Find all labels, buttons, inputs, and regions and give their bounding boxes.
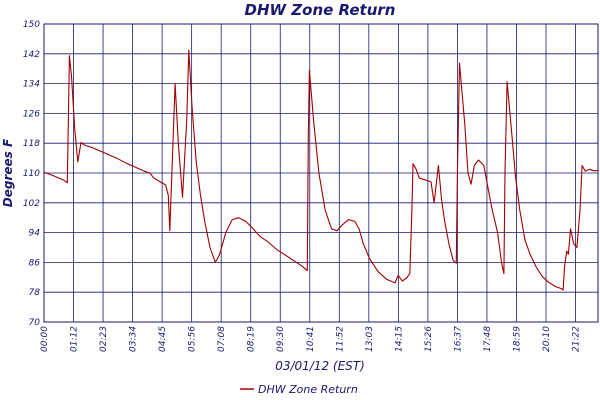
y-tick-label: 70 — [29, 318, 41, 328]
y-tick-label: 134 — [23, 80, 40, 90]
series-line-0 — [43, 49, 599, 291]
y-tick-label: 110 — [23, 169, 40, 179]
legend-label: DHW Zone Return — [258, 383, 358, 396]
y-axis-label: Degrees F — [1, 138, 15, 207]
y-tick-label: 102 — [23, 199, 40, 209]
y-tick-labels: 70 78 86 94 102 110 118 126 134 142 150 — [23, 20, 40, 328]
legend: DHW Zone Return — [240, 383, 358, 396]
y-tick-label: 86 — [29, 258, 41, 268]
x-tick-label: 14:15 — [394, 326, 404, 352]
x-tick-label: 04:45 — [158, 326, 168, 352]
x-tick-labels: 00:00 01:12 02:23 03:34 04:45 05:56 07:08 08:19… — [40, 326, 582, 352]
y-tick-label: 118 — [23, 139, 40, 149]
y-tick-label: 78 — [29, 288, 41, 298]
x-tick-label: 01:12 — [70, 326, 80, 352]
x-tick-label: 21:22 — [572, 326, 582, 352]
x-tick-label: 07:08 — [217, 326, 227, 352]
x-tick-label: 02:23 — [99, 326, 109, 352]
x-tick-label: 17:48 — [483, 326, 493, 352]
x-tick-label: 11:52 — [335, 326, 345, 352]
x-tick-label: 05:56 — [188, 326, 198, 352]
y-tick-label: 94 — [29, 229, 41, 239]
chart-title: DHW Zone Return — [245, 1, 396, 19]
x-tick-label: 16:37 — [453, 326, 463, 352]
x-tick-label: 00:00 — [40, 326, 50, 352]
x-tick-label: 18:59 — [512, 326, 522, 352]
grid — [44, 23, 598, 323]
x-tick-label: 03:34 — [129, 326, 139, 352]
series-layer — [43, 49, 599, 291]
x-tick-label: 08:19 — [247, 326, 257, 352]
x-tick-label: 20:10 — [542, 326, 552, 352]
y-tick-label: 142 — [23, 50, 40, 60]
x-tick-label: 13:03 — [365, 326, 375, 352]
x-tick-label: 15:26 — [424, 326, 434, 352]
x-tick-label: 10:41 — [306, 326, 316, 352]
x-axis-label: 03/01/12 (EST) — [275, 359, 365, 373]
y-tick-label: 126 — [23, 109, 40, 119]
plot-area — [43, 23, 599, 323]
y-tick-label: 150 — [23, 20, 40, 30]
x-tick-label: 09:30 — [276, 326, 286, 352]
